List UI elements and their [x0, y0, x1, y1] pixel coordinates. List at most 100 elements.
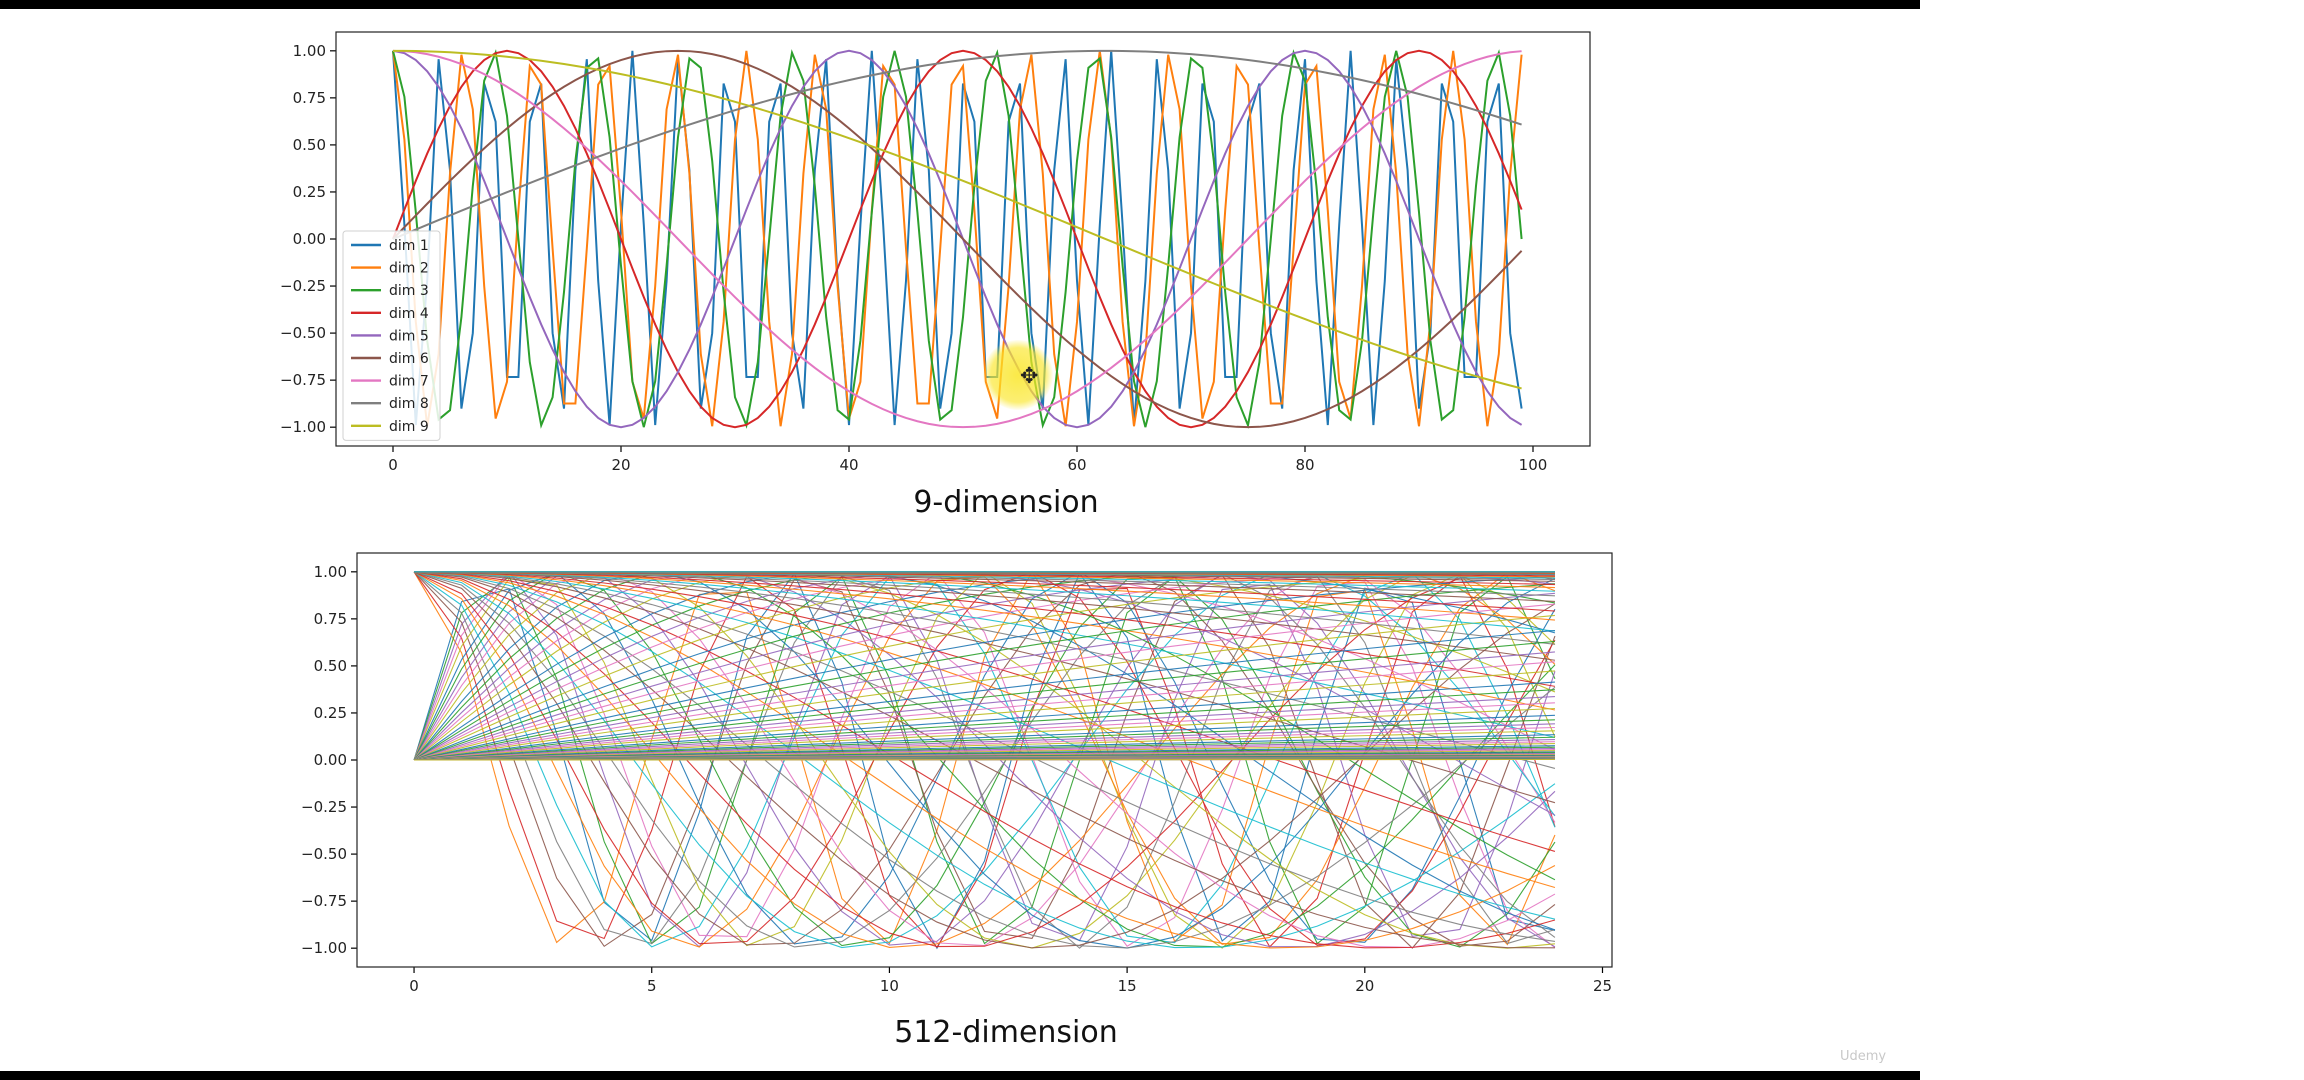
chart1-x-tick-label: 60: [1067, 456, 1086, 474]
chart1-series-8: [392, 49, 1522, 240]
charts-canvas: 0 20 40 60 80 1001.000.750.500.250.00−0.25−0.…: [280, 31, 1613, 995]
chart2-series: [413, 571, 1556, 948]
chart1-series-9: [392, 49, 1522, 390]
chart2-y-tick-label: −0.50: [301, 845, 347, 863]
chart1-legend-label: dim 1: [389, 238, 429, 254]
chart2-series: [413, 571, 1556, 949]
chart1-legend-label: dim 8: [389, 396, 429, 412]
chart2-series: [413, 614, 1556, 761]
chart2-series: [414, 571, 1556, 920]
chart1-series-3: [392, 49, 1523, 429]
chart1-series-5: [392, 49, 1523, 429]
chart1-x-tick-label: 20: [611, 456, 630, 474]
caption-512-dimension: 512-dimension: [894, 1015, 1118, 1050]
top-letterbox-bar: [0, 0, 1920, 9]
chart1-series-4: [392, 49, 1523, 429]
caption-9-dimension: 9-dimension: [913, 485, 1099, 520]
cursor-highlight: [983, 340, 1053, 410]
chart1-y-tick-label: −1.00: [280, 418, 326, 436]
chart1-series-7: [392, 49, 1522, 429]
chart2-y-tick-label: 0.00: [314, 751, 347, 769]
chart1-y-tick-label: 0.75: [293, 89, 326, 107]
chart1-x-tick-label: 100: [1519, 456, 1548, 474]
chart2-series: [414, 702, 1555, 761]
chart1-series-2: [392, 50, 1523, 427]
chart2-series: [414, 571, 1556, 769]
slide: 0 20 40 60 80 100 1.00 0.75 0.50 0.25 0.00 −0.25 −0.…: [0, 9, 1920, 1071]
chart2-series: [414, 571, 1556, 942]
chart2-series: [414, 723, 1555, 761]
chart2-series: [414, 707, 1555, 761]
chart2-series: [413, 575, 1555, 761]
chart1-legend: dim 1 dim 2 dim 3 dim 4 dim 5 dim 6 dim 7 dim 8…: [342, 230, 441, 441]
chart1-x-tick-label: 40: [839, 456, 858, 474]
chart2-series: [413, 640, 1555, 761]
chart-9-dimension: 0 20 40 60 80 100 1.00 0.75 0.50 0.25 0.00 −0.25 −0.…: [280, 31, 1591, 474]
chart2-series: [414, 571, 1556, 889]
chart1-legend-label: dim 7: [389, 374, 429, 390]
chart2-series: [414, 670, 1555, 761]
chart1-plot-frame: [335, 31, 1591, 447]
chart2-series: [414, 571, 1556, 949]
chart2-series: [413, 571, 1556, 931]
chart1-y-tick-label: 1.00: [293, 42, 326, 60]
chart2-series: [414, 681, 1555, 761]
chart2-series: [413, 571, 1556, 949]
chart2-series: [414, 571, 1555, 949]
chart2-x-tick-label: 15: [1118, 977, 1137, 995]
chart2-x-tick-label: 0: [409, 977, 419, 995]
chart2-y-tick-label: −1.00: [301, 939, 347, 957]
chart2-series: [413, 575, 1556, 945]
chart1-y-tick-label: −0.75: [280, 371, 326, 389]
chart2-y-tick-label: 1.00: [314, 563, 347, 581]
chart2-series: [414, 571, 1556, 949]
chart1-legend-label: dim 9: [389, 419, 429, 435]
right-empty-area: [1920, 0, 2304, 1080]
chart2-y-tick-label: −0.75: [301, 892, 347, 910]
chart2-series: [414, 571, 1556, 852]
chart1-legend-label: dim 6: [389, 351, 429, 367]
chart-512-dimension: 0 5 10 15 20 25 1.00 0.75 0.50 0.25 0.00 −0.25 −0.50…: [301, 552, 1613, 995]
chart2-y-tick-label: 0.75: [314, 610, 347, 628]
chart1-y-tick-label: −0.50: [280, 324, 326, 342]
bottom-letterbox-bar: [0, 1071, 1920, 1080]
chart2-series: [414, 689, 1555, 761]
chart1-y-tick-label: 0.50: [293, 136, 326, 154]
chart1-y-tick-label: −0.25: [280, 277, 326, 295]
chart2-series: [413, 651, 1555, 761]
chart2-series: [414, 571, 1556, 687]
chart2-series: [414, 571, 1556, 949]
chart1-x-tick-label: 0: [388, 456, 398, 474]
chart1-y-tick-label: 0.25: [293, 183, 326, 201]
chart2-series: [413, 571, 1556, 948]
chart2-series: [413, 572, 1556, 948]
chart2-x-tick-label: 5: [647, 977, 657, 995]
chart2-series: [414, 571, 1556, 738]
chart2-series: [414, 714, 1555, 761]
watermark-logo: Udemy: [1840, 1049, 1887, 1064]
chart2-series: [413, 629, 1556, 761]
chart2-series: [414, 730, 1555, 761]
chart1-legend-label: dim 4: [389, 306, 429, 322]
chart2-series: [414, 571, 1556, 711]
chart2-y-tick-label: 0.25: [314, 704, 347, 722]
chart2-x-tick-label: 20: [1355, 977, 1374, 995]
chart2-y-tick-label: −0.25: [301, 798, 347, 816]
chart2-series: [413, 571, 1556, 945]
chart2-series: [413, 571, 1556, 881]
chart1-legend-label: dim 2: [389, 261, 429, 277]
chart1-legend-label: dim 3: [389, 283, 429, 299]
chart2-series: [414, 696, 1555, 761]
chart2-x-tick-label: 25: [1593, 977, 1612, 995]
chart2-series: [413, 571, 1556, 948]
chart2-series: [413, 571, 1556, 948]
chart1-legend-label: dim 5: [389, 328, 429, 344]
chart2-y-tick-label: 0.50: [314, 657, 347, 675]
chart2-plot-frame: [356, 552, 1613, 968]
chart2-series: [414, 758, 1555, 761]
chart2-series: [413, 583, 1555, 761]
chart2-series: [413, 571, 1556, 948]
chart2-series: [413, 592, 1555, 761]
chart2-series: [414, 571, 1556, 949]
move-cursor-icon: ✥: [1020, 364, 1039, 389]
